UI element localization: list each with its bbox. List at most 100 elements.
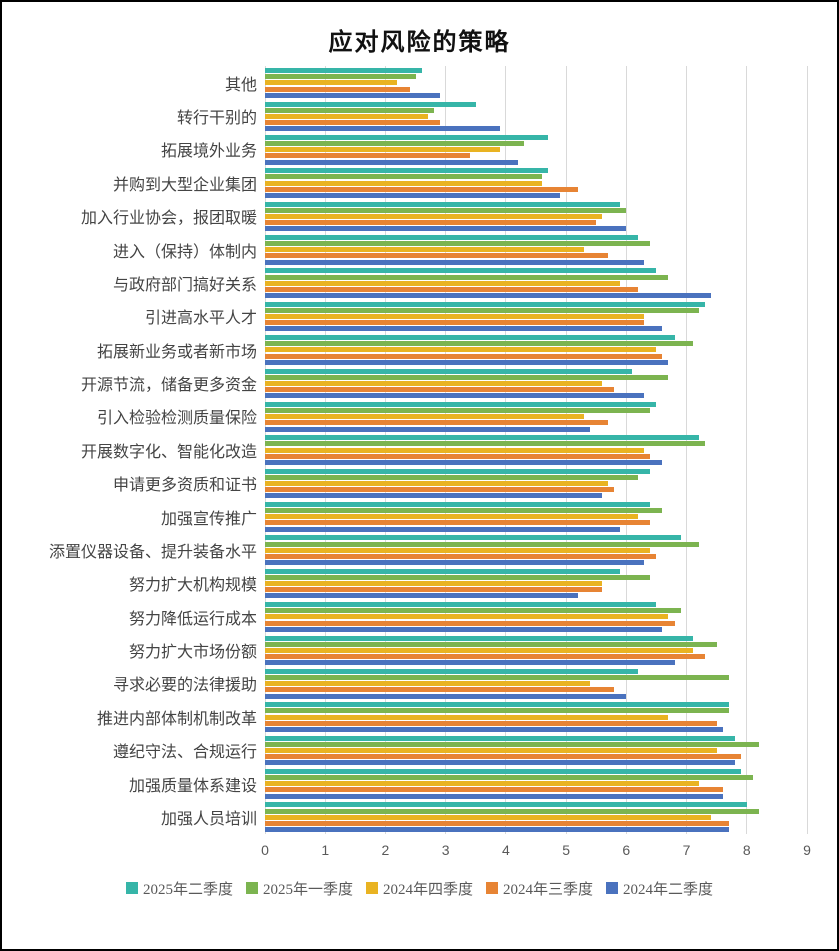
- category-label: 遵纪守法、合规运行: [112, 744, 257, 762]
- bar-2024年四季度: [265, 647, 693, 653]
- gridline-8: [746, 66, 748, 834]
- legend: 2025年二季度 2025年一季度 2024年四季度 2024年三季度 2024年二季度: [2, 878, 837, 899]
- category-row: 遵纪守法、合规运行: [113, 734, 807, 767]
- bar-2025年一季度: [265, 141, 524, 147]
- x-axis: 0 1 2 3 4 5 6 7 8 9: [261, 834, 811, 864]
- bar-2024年四季度: [265, 714, 669, 720]
- category-row: 拓展新业务或者新市场: [97, 333, 807, 366]
- bar-2024年三季度: [265, 153, 470, 159]
- category-label: 努力扩大机构规模: [128, 577, 257, 595]
- bar-2024年四季度: [265, 380, 603, 386]
- bar-2024年三季度: [265, 687, 615, 693]
- rows-container: 其他 转行干别的 拓展境外业务 并购到大型企业集团 加入行业协会，报团取暖 进入（保持）体…: [49, 66, 807, 834]
- bar-2025年二季度: [265, 802, 747, 808]
- bar-2024年二季度: [265, 426, 591, 432]
- bar-2024年二季度: [265, 159, 518, 165]
- category-row: 添置仪器设备、提升装备水平: [49, 533, 807, 566]
- bar-2025年一季度: [265, 341, 693, 347]
- bar-2024年四季度: [265, 480, 609, 486]
- category-row: 加强宣传推广: [161, 500, 807, 533]
- bar-2025年二季度: [265, 702, 729, 708]
- legend-item: 2024年四季度: [365, 878, 473, 899]
- legend-swatch-icon: [606, 882, 619, 895]
- bar-2024年二季度: [265, 493, 603, 499]
- category-label: 拓展境外业务: [160, 143, 257, 161]
- bar-2025年二季度: [265, 235, 639, 241]
- bar-2024年四季度: [265, 347, 657, 353]
- category-row: 努力降低运行成本: [129, 600, 807, 633]
- category-label: 进入（保持）体制内: [112, 243, 257, 261]
- bar-2024年二季度: [265, 226, 627, 232]
- bar-2024年四季度: [265, 614, 669, 620]
- bar-2025年二季度: [265, 435, 699, 441]
- bar-2024年三季度: [265, 820, 729, 826]
- bar-2025年二季度: [265, 401, 657, 407]
- bar-2024年二季度: [265, 326, 663, 332]
- bar-2024年四季度: [265, 80, 398, 86]
- bar-2024年四季度: [265, 781, 699, 787]
- bar-2024年四季度: [265, 280, 621, 286]
- legend-swatch-icon: [486, 882, 498, 895]
- bar-2024年二季度: [265, 760, 735, 766]
- bar-2025年一季度: [265, 708, 729, 714]
- chart-title: 应对风险的策略: [328, 30, 511, 56]
- legend-label: 2025年二季度: [142, 881, 233, 898]
- bar-2024年四季度: [265, 314, 645, 320]
- x-tick-label-6: 6: [622, 841, 631, 858]
- category-row: 进入（保持）体制内: [113, 233, 807, 266]
- gridline-7: [686, 66, 688, 834]
- bar-2025年二季度: [265, 368, 633, 374]
- category-label: 其他: [224, 76, 257, 94]
- legend-swatch-icon: [365, 882, 378, 895]
- bar-2025年一季度: [265, 374, 669, 380]
- bar-2024年四季度: [265, 447, 645, 453]
- bar-2025年二季度: [265, 502, 651, 508]
- bar-2024年四季度: [265, 581, 603, 587]
- bar-2024年二季度: [265, 92, 440, 98]
- bar-2025年一季度: [265, 74, 416, 80]
- bar-2024年二季度: [265, 293, 711, 298]
- bar-2024年三季度: [265, 653, 705, 659]
- bar-2025年一季度: [265, 808, 759, 814]
- category-label: 与政府部门搞好关系: [112, 276, 257, 294]
- x-tick-label-1: 1: [321, 841, 330, 858]
- category-row: 努力扩大机构规模: [129, 567, 807, 600]
- x-tick-label-9: 9: [803, 841, 811, 858]
- category-row: 开展数字化、智能化改造: [81, 433, 807, 466]
- bar-2025年二季度: [265, 268, 657, 274]
- bar-2025年一季度: [265, 408, 651, 414]
- bar-2025年二季度: [265, 201, 621, 207]
- bar-2025年二季度: [265, 535, 681, 541]
- bar-2024年二季度: [265, 726, 723, 732]
- bar-2024年二季度: [265, 660, 675, 666]
- bar-2025年一季度: [265, 541, 699, 547]
- bar-2025年一季度: [265, 307, 699, 313]
- bar-2024年二季度: [265, 693, 627, 699]
- bar-2025年一季度: [265, 207, 627, 213]
- bar-2025年一季度: [265, 741, 759, 747]
- bar-2024年三季度: [265, 186, 579, 192]
- x-tick-label-5: 5: [562, 841, 571, 858]
- bar-2024年三季度: [265, 587, 603, 593]
- bar-2024年三季度: [265, 720, 717, 726]
- category-row: 加入行业协会，报团取暖: [81, 200, 807, 233]
- bar-2025年二季度: [265, 769, 741, 775]
- bar-2024年三季度: [265, 553, 657, 559]
- bar-2025年二季度: [265, 101, 476, 107]
- bar-2025年二季度: [265, 168, 549, 174]
- bar-2024年二季度: [265, 359, 669, 365]
- bar-2025年一季度: [265, 274, 669, 280]
- legend-label: 2024年三季度: [503, 881, 594, 898]
- bar-2024年三季度: [265, 453, 651, 459]
- x-tick-label-2: 2: [381, 841, 390, 858]
- legend-item: 2024年二季度: [606, 878, 713, 899]
- category-label: 开展数字化、智能化改造: [80, 443, 257, 461]
- category-row: 申请更多资质和证书: [113, 467, 807, 500]
- category-label: 加强质量体系建设: [128, 777, 257, 795]
- bar-2025年二季度: [265, 568, 621, 574]
- category-label: 加强宣传推广: [160, 510, 257, 528]
- bar-2025年一季度: [265, 608, 681, 614]
- category-label: 加强人员培训: [160, 810, 257, 828]
- legend-label: 2024年四季度: [382, 881, 473, 898]
